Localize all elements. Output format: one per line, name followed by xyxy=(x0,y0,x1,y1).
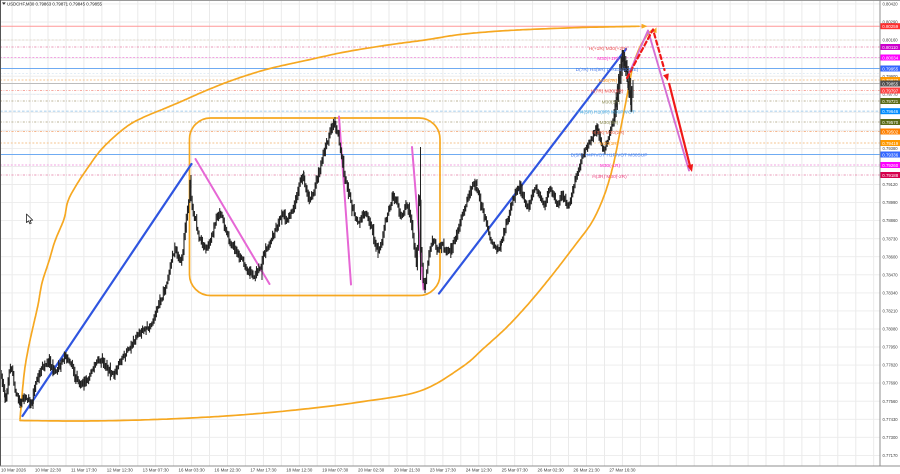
svg-text:0.79797: 0.79797 xyxy=(882,88,898,93)
svg-text:10 Mar 22:30: 10 Mar 22:30 xyxy=(35,468,62,473)
svg-text:27 Mar 16:30: 27 Mar 16:30 xyxy=(609,468,636,473)
svg-text:25 Mar 07:30: 25 Mar 07:30 xyxy=(502,468,529,473)
svg-text:H4(5R) H1(9R) M30PIVOT: H4(5R) H1(9R) M30PIVOT xyxy=(577,110,634,116)
svg-text:M30(1R): M30(1R) xyxy=(600,141,619,147)
svg-text:0.78470: 0.78470 xyxy=(883,272,899,277)
svg-text:0.78080: 0.78080 xyxy=(883,327,899,332)
svg-text:M30(-1R): M30(-1R) xyxy=(600,163,621,169)
svg-text:USDCHF,M30 0.79863 0.79871 0.: USDCHF,M30 0.79863 0.79871 0.79845 0.798… xyxy=(7,1,102,6)
svg-text:0.78600: 0.78600 xyxy=(883,254,899,259)
svg-text:0.79188: 0.79188 xyxy=(882,173,898,178)
svg-text:23 Mar 17:30: 23 Mar 17:30 xyxy=(430,468,457,473)
svg-text:0.77950: 0.77950 xyxy=(883,345,899,350)
svg-text:0.79855: 0.79855 xyxy=(882,81,898,86)
svg-text:11 Mar 17:30: 11 Mar 17:30 xyxy=(71,468,97,473)
svg-text:0.80420: 0.80420 xyxy=(883,2,899,7)
svg-text:0.79873: 0.79873 xyxy=(882,78,898,83)
svg-text:0.80290: 0.80290 xyxy=(883,20,899,25)
svg-text:M30(3R): M30(3R) xyxy=(600,120,619,126)
svg-text:17 Mar 17:30: 17 Mar 17:30 xyxy=(250,468,277,473)
svg-text:24 Mar 12:30: 24 Mar 12:30 xyxy=(466,468,493,473)
svg-text:0.78210: 0.78210 xyxy=(883,309,899,314)
svg-text:0.77820: 0.77820 xyxy=(883,363,899,368)
svg-text:0.80034: 0.80034 xyxy=(882,55,898,60)
svg-text:0.78990: 0.78990 xyxy=(883,200,899,205)
svg-text:M30(5R): M30(5R) xyxy=(602,100,621,106)
svg-text:12 Mar 12:30: 12 Mar 12:30 xyxy=(107,468,134,473)
svg-text:18 Mar 12:30: 18 Mar 12:30 xyxy=(286,468,313,473)
svg-text:0.79770: 0.79770 xyxy=(883,92,899,97)
svg-text:0.79336: 0.79336 xyxy=(882,152,898,157)
svg-text:19 Mar 07:30: 19 Mar 07:30 xyxy=(322,468,349,473)
svg-text:M30(7R): M30(7R) xyxy=(599,78,618,84)
svg-text:0.77690: 0.77690 xyxy=(883,381,899,386)
svg-text:20 Mar 02:30: 20 Mar 02:30 xyxy=(358,468,385,473)
svg-text:0.78730: 0.78730 xyxy=(883,236,899,241)
svg-text:H(3R) M30(-2R): H(3R) M30(-2R) xyxy=(592,174,627,180)
svg-text:0.77430: 0.77430 xyxy=(883,417,899,422)
svg-text:0.79380: 0.79380 xyxy=(883,146,899,151)
svg-text:M30(+1R): M30(+1R) xyxy=(597,56,619,62)
svg-text:16 Mar 22:30: 16 Mar 22:30 xyxy=(214,468,241,473)
svg-text:0.79120: 0.79120 xyxy=(883,182,899,187)
svg-text:0.80259: 0.80259 xyxy=(882,24,898,29)
svg-text:D(7R) H4(9R) D RES(DONE): D(7R) H4(9R) D RES(DONE) xyxy=(576,67,639,73)
svg-text:0.78860: 0.78860 xyxy=(883,218,899,223)
svg-text:0.79260: 0.79260 xyxy=(882,163,898,168)
svg-text:0.79955: 0.79955 xyxy=(882,66,898,71)
svg-text:0.79900: 0.79900 xyxy=(883,74,899,79)
svg-text:0.79646: 0.79646 xyxy=(882,109,898,114)
svg-text:0.77170: 0.77170 xyxy=(883,453,899,458)
svg-text:10 Mar 2026: 10 Mar 2026 xyxy=(1,468,26,473)
svg-text:0.80110: 0.80110 xyxy=(882,45,898,50)
svg-text:H(7R) M30(9R): H(7R) M30(9R) xyxy=(591,89,624,95)
svg-text:26 Mar 21:30: 26 Mar 21:30 xyxy=(573,468,600,473)
svg-text:0.77560: 0.77560 xyxy=(883,399,899,404)
svg-text:0.78340: 0.78340 xyxy=(883,291,899,296)
svg-text:26 Mar 02:30: 26 Mar 02:30 xyxy=(538,468,565,473)
svg-text:16 Mar 03:30: 16 Mar 03:30 xyxy=(179,468,206,473)
svg-text:0.79570: 0.79570 xyxy=(882,120,898,125)
svg-text:0.77300: 0.77300 xyxy=(883,435,899,440)
svg-text:20 Mar 21:30: 20 Mar 21:30 xyxy=(394,468,421,473)
svg-text:D(5R) H4PIVOT H1PIVOT M30SUP: D(5R) H4PIVOT H1PIVOT M30SUP xyxy=(571,153,648,159)
svg-text:0.80160: 0.80160 xyxy=(883,38,899,43)
svg-text:H(3R) M30(2R): H(3R) M30(2R) xyxy=(592,130,625,136)
svg-text:H(+1R) M30(+2R): H(+1R) M30(+2R) xyxy=(589,46,628,52)
svg-text:0.79419: 0.79419 xyxy=(882,141,898,146)
svg-text:0.79721: 0.79721 xyxy=(882,99,898,104)
svg-text:13 Mar 07:30: 13 Mar 07:30 xyxy=(143,468,170,473)
svg-text:0.79502: 0.79502 xyxy=(882,129,898,134)
